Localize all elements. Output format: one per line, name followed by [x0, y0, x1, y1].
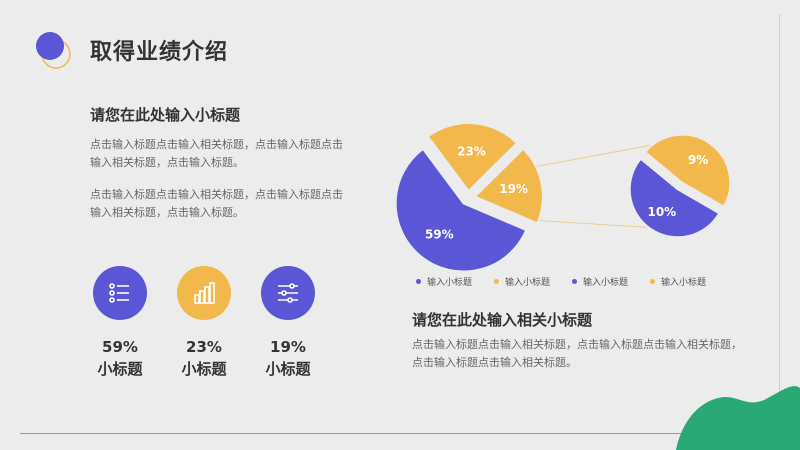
stat-value: 59% — [102, 338, 138, 356]
list-icon — [93, 266, 147, 320]
decorative-blob — [676, 386, 800, 450]
legend-label: 输入小标题 — [505, 278, 551, 288]
stat-value: 19% — [270, 338, 306, 356]
legend-item: 输入小标题 — [572, 275, 628, 288]
slice-label: 59% — [425, 228, 454, 242]
slide-frame — [20, 14, 780, 434]
stat-card-1: 59% 小标题 — [88, 266, 152, 379]
legend-label: 输入小标题 — [661, 278, 707, 288]
logo-icon — [36, 32, 71, 69]
legend-label: 输入小标题 — [427, 278, 473, 288]
slice-label: 10% — [647, 205, 676, 219]
page-title: 取得业绩介绍 — [90, 40, 229, 65]
stat-value: 23% — [186, 338, 222, 356]
main-pie: 59% 23% 19% — [394, 122, 544, 273]
pie-chart: 59% 23% 19% 10% 9% — [394, 122, 732, 273]
legend-label: 输入小标题 — [583, 278, 629, 288]
left-paragraph-1: 点击输入标题点击输入相关标题，点击输入标题点击输入相关标题，点击输入标题。 — [90, 138, 343, 169]
pie-slice — [426, 122, 519, 193]
left-subtitle: 请您在此处输入小标题 — [90, 106, 241, 124]
legend-dot-icon — [416, 279, 421, 284]
right-subtitle: 请您在此处输入相关小标题 — [412, 311, 593, 329]
stat-label: 小标题 — [265, 360, 311, 378]
stat-label: 小标题 — [97, 360, 143, 378]
legend-dot-icon — [572, 279, 578, 284]
pie-slice — [628, 157, 721, 239]
pie-slice — [394, 147, 528, 273]
legend-dot-icon — [494, 279, 500, 284]
stat-card-2: 23% 小标题 — [172, 266, 236, 379]
bar-chart-icon — [177, 266, 231, 320]
slice-label: 23% — [457, 145, 486, 159]
legend-item: 输入小标题 — [416, 275, 472, 288]
legend-item: 输入小标题 — [650, 275, 706, 288]
connector-line — [529, 219, 659, 229]
slice-label: 19% — [499, 182, 528, 196]
stat-card-3: 19% 小标题 — [256, 266, 320, 379]
chart-legend: 输入小标题 输入小标题 输入小标题 输入小标题 — [416, 275, 706, 288]
left-paragraph-2: 点击输入标题点击输入相关标题，点击输入标题点击输入相关标题，点击输入标题。 — [90, 188, 343, 219]
pie-slice — [473, 147, 544, 225]
legend-dot-icon — [650, 279, 656, 284]
slice-label: 9% — [688, 153, 708, 167]
sliders-icon — [261, 266, 315, 320]
stat-label: 小标题 — [181, 360, 227, 378]
legend-item: 输入小标题 — [494, 275, 550, 288]
pie-slice — [643, 133, 732, 209]
connector-line — [527, 143, 659, 169]
right-paragraph: 点击输入标题点击输入相关标题，点击输入标题点击输入相关标题，点击输入标题点击输入… — [412, 338, 742, 369]
detail-pie: 10% 9% — [628, 133, 732, 239]
